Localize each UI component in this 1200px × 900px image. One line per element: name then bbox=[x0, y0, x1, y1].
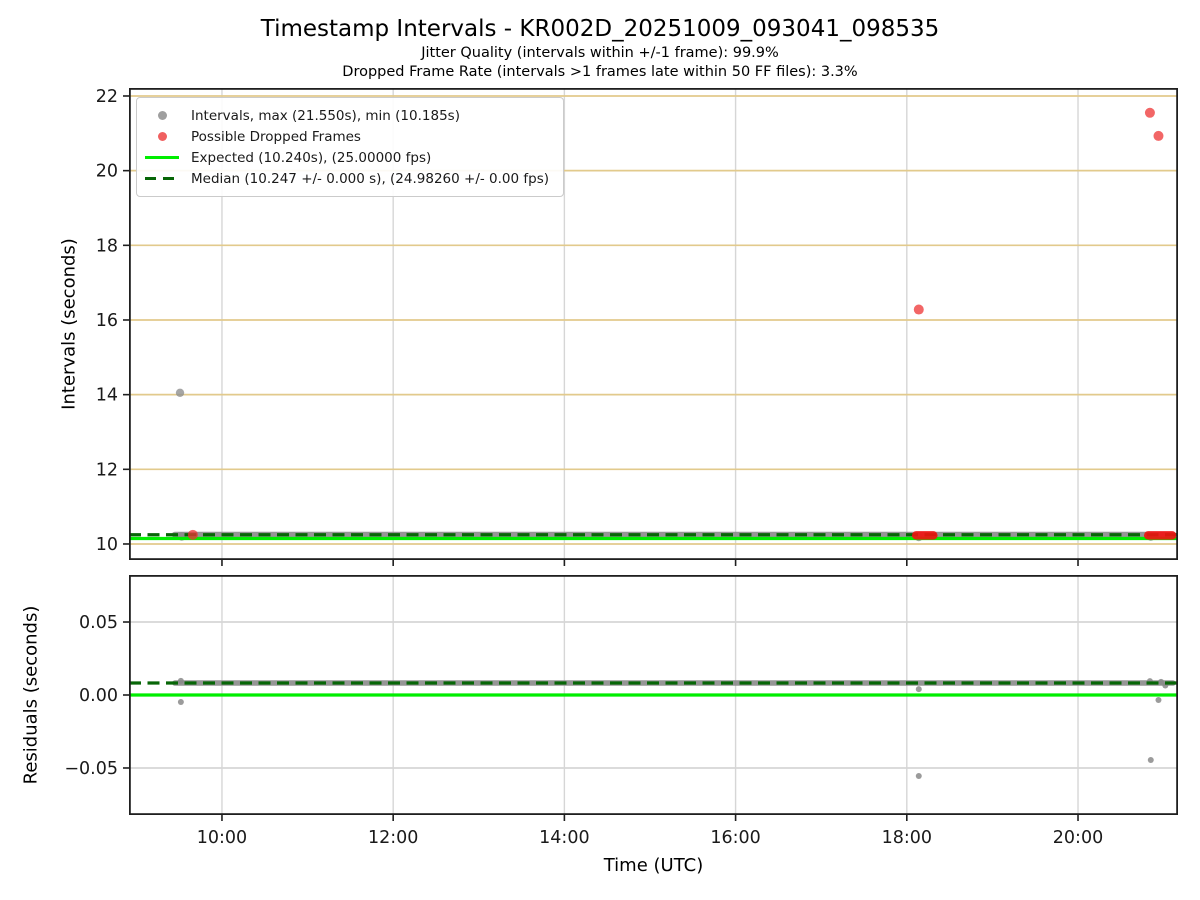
jitter-quality-subtitle: Jitter Quality (intervals within +/-1 fr… bbox=[421, 45, 779, 61]
x-tick-label: 14:00 bbox=[539, 828, 589, 848]
intervals-point bbox=[175, 388, 185, 397]
dropped-frame-rate-subtitle: Dropped Frame Rate (intervals >1 frames … bbox=[342, 64, 858, 80]
legend-item-intervals: Intervals, max (21.550s), min (10.185s) bbox=[145, 105, 549, 126]
time-axis-label: Time (UTC) bbox=[603, 855, 704, 876]
legend-label: Possible Dropped Frames bbox=[191, 128, 361, 145]
x-tick-label: 16:00 bbox=[710, 828, 760, 848]
y-tick-label: 12 bbox=[96, 460, 118, 480]
possible-dropped-frames-point bbox=[913, 304, 924, 315]
legend-item-expected: Expected (10.240s), (25.00000 fps) bbox=[145, 147, 549, 168]
legend-label: Median (10.247 +/- 0.000 s), (24.98260 +… bbox=[191, 170, 550, 187]
dashed-line-icon bbox=[145, 176, 179, 181]
residuals-axis-label: Residuals (seconds) bbox=[20, 605, 42, 785]
residuals-point bbox=[177, 699, 184, 706]
intervals-plot: Intervals, max (21.550s), min (10.185s) … bbox=[96, 87, 1178, 566]
residuals-point bbox=[915, 773, 922, 780]
residuals-point bbox=[1155, 696, 1162, 703]
red-dot-icon bbox=[145, 132, 179, 141]
legend-item-median: Median (10.247 +/- 0.000 s), (24.98260 +… bbox=[145, 168, 549, 189]
gray-dot-icon bbox=[145, 111, 179, 120]
y-tick-label: 22 bbox=[96, 87, 118, 107]
y-tick-label: 0.05 bbox=[79, 613, 118, 633]
y-tick-label: 14 bbox=[96, 386, 118, 406]
y-tick-label: 10 bbox=[96, 535, 118, 555]
x-tick-label: 10:00 bbox=[197, 828, 247, 848]
plot-spine bbox=[128, 574, 1178, 815]
residuals-point bbox=[1147, 756, 1154, 763]
residuals-point bbox=[915, 686, 922, 693]
y-tick-label: 18 bbox=[96, 236, 118, 256]
y-tick-label: 0.00 bbox=[79, 686, 118, 706]
y-tick-label: 16 bbox=[96, 311, 118, 331]
possible-dropped-frames-point bbox=[1144, 107, 1155, 118]
legend-label: Intervals, max (21.550s), min (10.185s) bbox=[191, 107, 460, 124]
legend-label: Expected (10.240s), (25.00000 fps) bbox=[191, 149, 432, 166]
legend: Intervals, max (21.550s), min (10.185s) … bbox=[136, 97, 565, 197]
x-tick-label: 20:00 bbox=[1053, 828, 1103, 848]
y-tick-label: −0.05 bbox=[64, 759, 118, 779]
possible-dropped-frames-point bbox=[1153, 130, 1164, 141]
solid-line-icon bbox=[145, 155, 179, 160]
plot-spine bbox=[128, 87, 1178, 561]
figure-title: Timestamp Intervals - KR002D_20251009_09… bbox=[260, 16, 940, 42]
legend-item-dropped-frames: Possible Dropped Frames bbox=[145, 126, 549, 147]
y-tick-label: 20 bbox=[96, 162, 118, 182]
x-tick-label: 12:00 bbox=[368, 828, 418, 848]
residuals-plot: 10:00 12:00 14:00 16:00 18:00 20:00 0.05 0.00 −0… bbox=[64, 574, 1178, 848]
possible-dropped-frames-point bbox=[187, 529, 198, 540]
x-tick-label: 18:00 bbox=[882, 828, 932, 848]
plot-bottom-svg: 10:00 12:00 14:00 16:00 18:00 20:00 0.05 0.00 −0… bbox=[64, 574, 1178, 848]
intervals-axis-label: Intervals (seconds) bbox=[58, 238, 80, 410]
